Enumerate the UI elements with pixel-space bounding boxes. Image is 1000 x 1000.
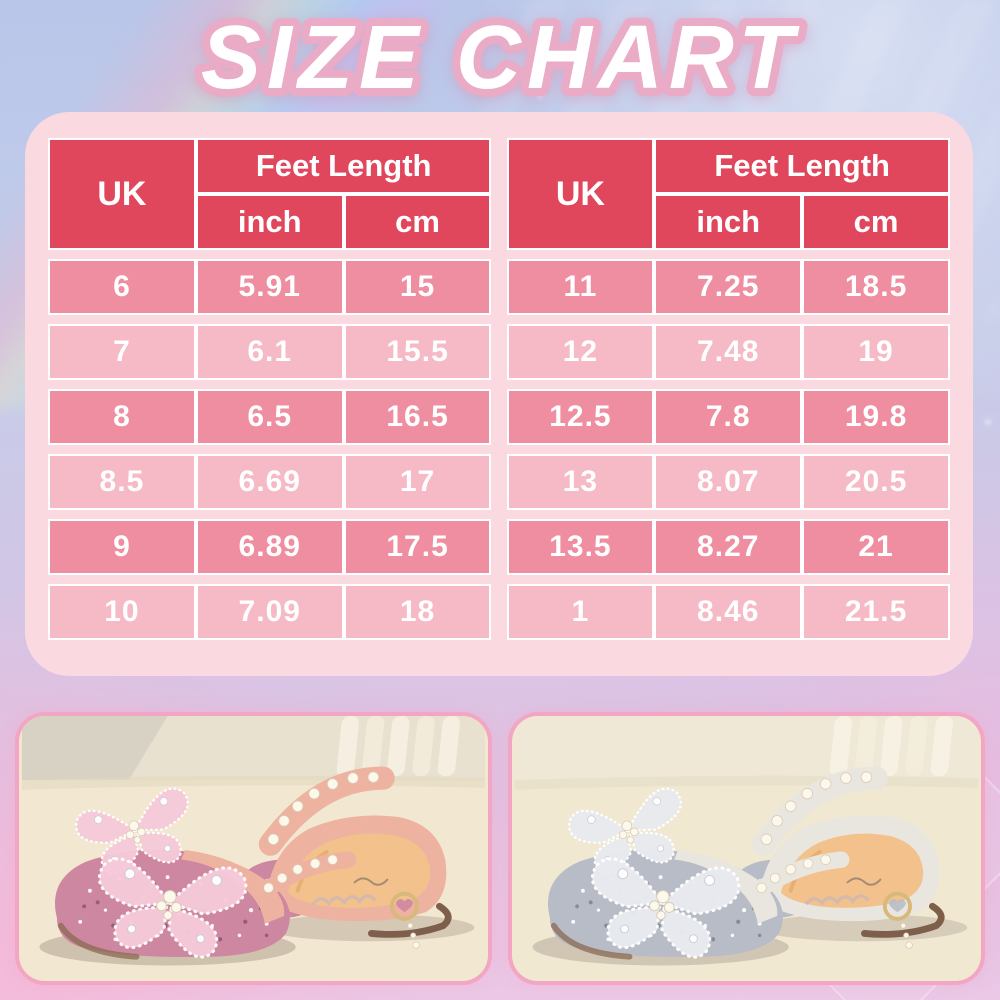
col-header-cm: cm [802,194,950,250]
cm-cell: 19.8 [802,389,950,445]
uk-size-cell: 1 [506,584,655,640]
table-row: 13.5 8.27 21 [506,519,951,575]
cm-cell: 15.5 [343,324,492,380]
inch-cell: 8.07 [654,454,803,510]
cm-cell: 20.5 [802,454,950,510]
heart-buckle [389,891,420,921]
table-header: UK Feet Length inch cm [48,138,492,250]
table-row: 9 6.89 17.5 [48,519,492,575]
size-chart-panel: UK Feet Length inch cm 6 5.91 15 7 6.1 1… [25,112,973,676]
table-row: 8.5 6.69 17 [48,454,492,510]
table-row: 13 8.07 20.5 [506,454,951,510]
uk-size-cell: 11 [506,259,655,315]
cm-cell: 18 [343,584,492,640]
cm-cell: 17.5 [343,519,492,575]
cm-cell: 21 [802,519,950,575]
uk-size-cell: 6 [48,259,196,315]
inch-cell: 6.5 [195,389,344,445]
uk-size-cell: 10 [48,584,196,640]
table-row: 10 7.09 18 [48,584,492,640]
inch-cell: 8.27 [654,519,803,575]
table-row: 7 6.1 15.5 [48,324,492,380]
photo-pink-shoes [15,712,492,985]
uk-size-cell: 7 [48,324,196,380]
page-title: SIZE CHART [201,8,800,108]
pearl-strap [756,854,831,894]
inch-cell: 8.46 [654,584,803,640]
table-row: 12 7.48 19 [506,324,951,380]
col-header-inch: inch [195,194,344,250]
inch-cell: 7.09 [195,584,344,640]
curtain-backdrop [829,716,953,777]
table-row: 11 7.25 18.5 [506,259,951,315]
uk-size-cell: 12.5 [506,389,655,445]
feet-length-header-group: Feet Length inch cm [195,138,492,250]
sub-header-row: inch cm [654,194,950,250]
front-shoe [547,784,850,963]
inch-cell: 7.8 [654,389,803,445]
table-row: 6 5.91 15 [48,259,492,315]
table-row: 8 6.5 16.5 [48,389,492,445]
cm-cell: 21.5 [802,584,950,640]
cm-cell: 16.5 [343,389,492,445]
sub-header-row: inch cm [195,194,492,250]
heart-buckle [882,891,913,921]
col-header-cm: cm [343,194,492,250]
inch-cell: 7.48 [654,324,803,380]
table-row: 12.5 7.8 19.8 [506,389,951,445]
inch-cell: 6.89 [195,519,344,575]
uk-size-cell: 13 [506,454,655,510]
page-title-art: SIZE CHART [193,6,802,116]
front-shoe [54,784,357,963]
uk-size-cell: 13.5 [506,519,655,575]
silver-shoes-illustration [514,716,979,981]
cm-cell: 17 [343,454,492,510]
inch-cell: 6.1 [195,324,344,380]
pearl-strap [263,854,338,894]
cm-cell: 15 [343,259,492,315]
inch-cell: 6.69 [195,454,344,510]
size-table-right: UK Feet Length inch cm 11 7.25 18.5 12 7… [506,138,951,650]
size-table-left: UK Feet Length inch cm 6 5.91 15 7 6.1 1… [48,138,492,650]
pearl-strap [267,771,380,846]
uk-size-cell: 12 [506,324,655,380]
col-header-inch: inch [654,194,803,250]
table-header: UK Feet Length inch cm [506,138,951,250]
col-header-feet-length: Feet Length [654,138,950,194]
table-row: 1 8.46 21.5 [506,584,951,640]
cm-cell: 18.5 [802,259,950,315]
feet-length-header-group: Feet Length inch cm [654,138,950,250]
inch-cell: 7.25 [654,259,803,315]
pearl-strap [760,771,873,846]
inch-cell: 5.91 [195,259,344,315]
sparkle-dots-decoration [0,0,4,4]
uk-size-cell: 8.5 [48,454,196,510]
uk-size-cell: 8 [48,389,196,445]
photo-silver-shoes [508,712,985,985]
curtain-backdrop [336,716,460,777]
pink-shoes-illustration [21,716,486,981]
col-header-uk: UK [48,138,196,250]
col-header-feet-length: Feet Length [195,138,492,194]
uk-size-cell: 9 [48,519,196,575]
cm-cell: 19 [802,324,950,380]
col-header-uk: UK [506,138,655,250]
